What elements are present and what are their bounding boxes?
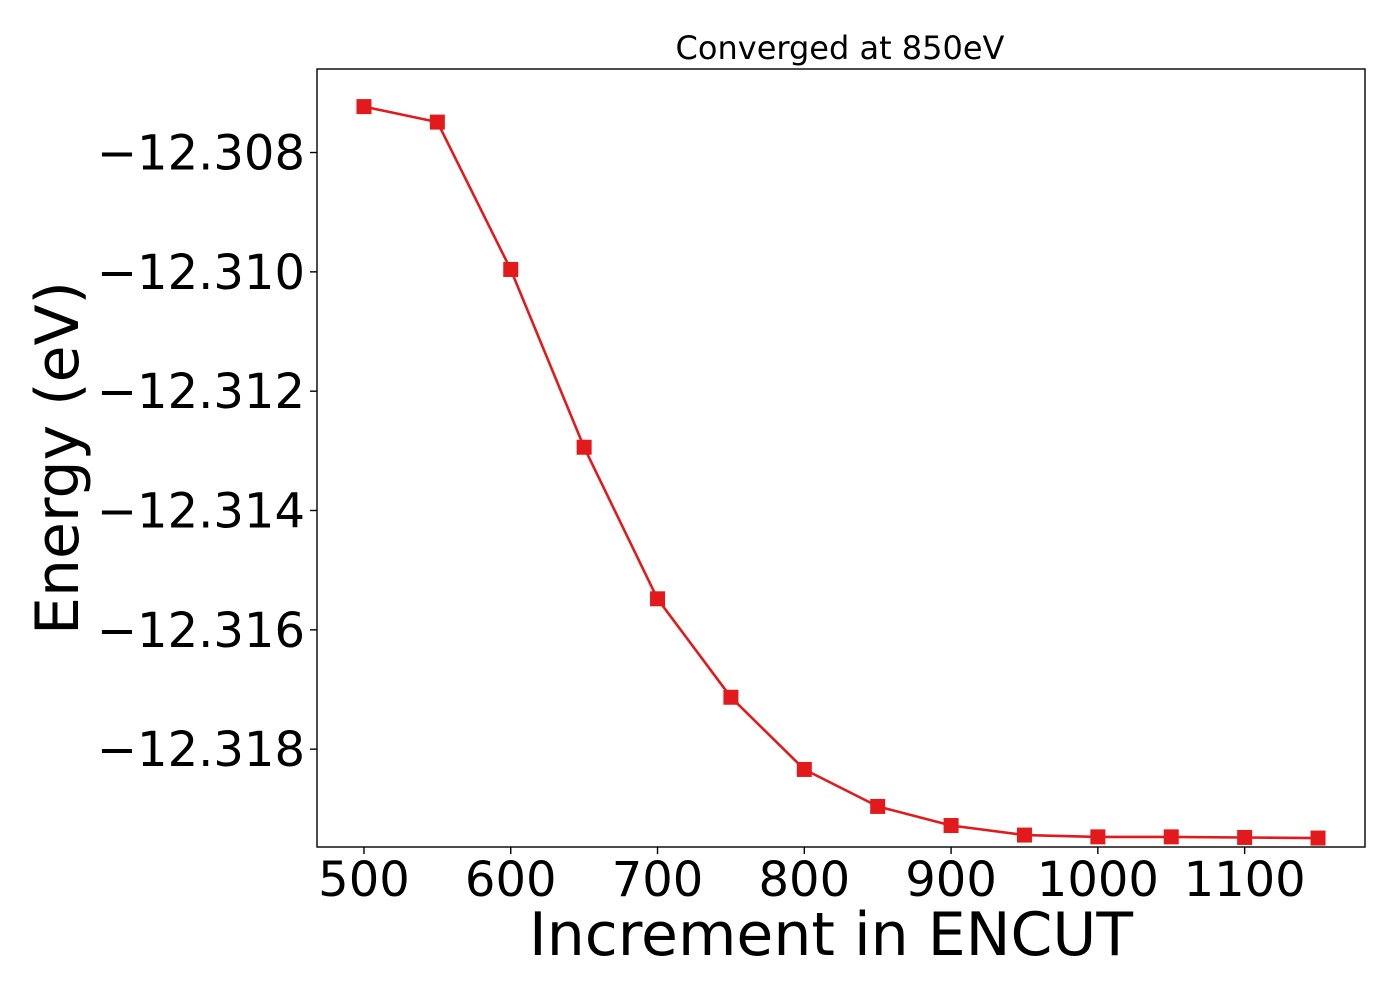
data-point [723, 689, 739, 705]
data-point [870, 798, 886, 814]
x-tick-label: 800 [758, 852, 850, 908]
y-tick-label: −12.314 [97, 484, 305, 540]
data-point [356, 99, 372, 115]
x-tick-label: 1000 [1037, 852, 1159, 908]
y-axis: −12.308 −12.310 −12.312 −12.314 −12.316 −12.3… [97, 126, 317, 778]
x-axis-label: Increment in ENCUT [529, 900, 1133, 970]
axes-frame [316, 68, 1366, 848]
data-point [1090, 829, 1106, 845]
data-point [650, 591, 666, 607]
data-point [1016, 827, 1032, 843]
series-line [363, 105, 1319, 840]
y-tick-label: −12.318 [97, 722, 305, 778]
x-tick-label: 500 [318, 852, 410, 908]
y-tick-label: −12.312 [97, 364, 305, 420]
data-point [1310, 830, 1326, 846]
y-tick-label: −12.316 [97, 603, 305, 659]
y-tick-label: −12.308 [97, 126, 305, 182]
data-point [943, 818, 959, 834]
y-axis-label: Energy (eV) [23, 281, 93, 635]
data-point [1237, 829, 1253, 845]
chart-title: Converged at 850eV [676, 29, 1005, 67]
x-tick-label: 900 [905, 852, 997, 908]
x-tick-label: 700 [612, 852, 704, 908]
x-tick-label: 600 [465, 852, 557, 908]
x-axis: 500 600 700 800 900 1000 1100 [318, 847, 1306, 908]
plot-area [356, 99, 1326, 846]
y-tick-label: −12.310 [97, 245, 305, 301]
data-point [503, 261, 519, 277]
data-point [1163, 829, 1179, 845]
x-tick-label: 1100 [1184, 852, 1306, 908]
data-point [796, 761, 812, 777]
data-point [576, 439, 592, 455]
data-point [429, 114, 445, 130]
